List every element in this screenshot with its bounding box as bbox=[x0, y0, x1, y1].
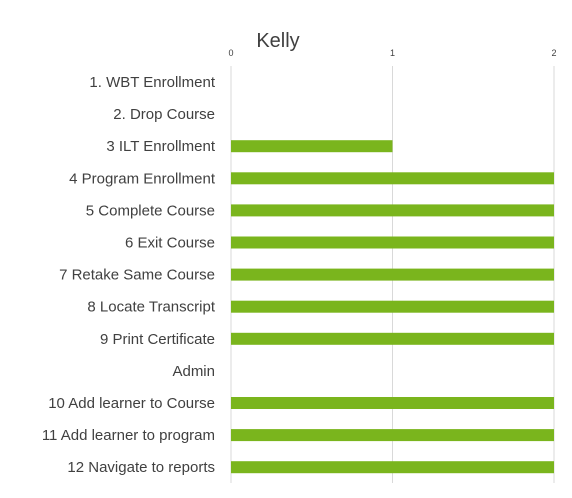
bar bbox=[231, 332, 554, 345]
category-label: 1. WBT Enrollment bbox=[89, 74, 215, 91]
category-labels: 1. WBT Enrollment 2. Drop Course 3 ILT Enr… bbox=[42, 74, 216, 476]
x-tick-label: 1 bbox=[390, 48, 395, 58]
category-label: 12 Navigate to reports bbox=[67, 459, 215, 476]
bars bbox=[231, 140, 554, 474]
category-label: 5 Complete Course bbox=[86, 202, 215, 219]
x-tick-label: 0 bbox=[228, 48, 233, 58]
category-label: 6 Exit Course bbox=[125, 235, 215, 252]
category-label: 10 Add learner to Course bbox=[48, 395, 215, 412]
category-label: 2. Drop Course bbox=[113, 106, 215, 123]
category-label: Admin bbox=[172, 363, 215, 380]
bar bbox=[231, 140, 393, 153]
bar bbox=[231, 204, 554, 217]
bar bbox=[231, 429, 554, 442]
category-label: 11 Add learner to program bbox=[42, 427, 215, 444]
category-label: 7 Retake Same Course bbox=[59, 267, 215, 284]
category-label: 4 Program Enrollment bbox=[69, 170, 216, 187]
x-tick-label: 2 bbox=[551, 48, 556, 58]
bar bbox=[231, 461, 554, 474]
category-label: 8 Locate Transcript bbox=[87, 299, 215, 316]
bar bbox=[231, 300, 554, 313]
chart-title: Kelly bbox=[256, 30, 299, 52]
x-axis-ticks: 0 1 2 bbox=[228, 48, 556, 58]
bar bbox=[231, 172, 554, 185]
bar bbox=[231, 268, 554, 281]
bar bbox=[231, 236, 554, 249]
bar bbox=[231, 397, 554, 409]
category-label: 9 Print Certificate bbox=[100, 331, 215, 348]
category-label: 3 ILT Enrollment bbox=[106, 138, 215, 155]
